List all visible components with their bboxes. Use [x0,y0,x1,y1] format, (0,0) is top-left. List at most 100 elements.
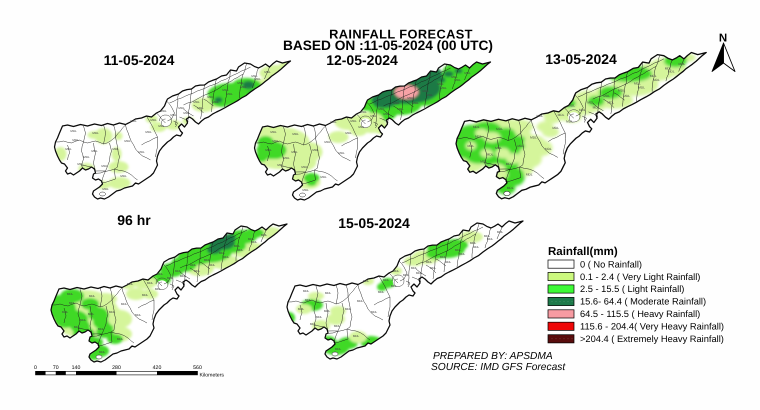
svg-text:MDL: MDL [487,237,494,241]
svg-text:MDL: MDL [223,255,230,259]
svg-text:MDL: MDL [507,186,514,190]
svg-text:MDL: MDL [345,307,352,311]
svg-text:MDL: MDL [320,175,327,179]
svg-text:MDL: MDL [455,248,462,252]
svg-text:MDL: MDL [209,263,216,267]
svg-text:MDL: MDL [451,75,458,79]
svg-text:MDL: MDL [120,174,127,178]
svg-text:MDL: MDL [383,278,390,282]
svg-text:140: 140 [72,365,81,371]
svg-text:MDL: MDL [303,289,310,293]
svg-text:MDL: MDL [345,131,352,135]
svg-text:MDL: MDL [226,92,233,96]
svg-text:MDL: MDL [138,150,145,154]
svg-text:>204.4 ( Extremely Heavy Rainf: >204.4 ( Extremely Heavy Rainfall) [580,334,724,344]
svg-text:MDL: MDL [464,71,471,75]
svg-text:MDL: MDL [473,245,480,249]
svg-text:Kilometers: Kilometers [200,373,225,379]
svg-text:MDL: MDL [325,291,332,295]
svg-text:MDL: MDL [89,294,96,298]
svg-text:MDL: MDL [170,113,177,117]
svg-text:MDL: MDL [487,152,494,156]
svg-text:MDL: MDL [112,147,119,151]
svg-text:MDL: MDL [167,276,174,280]
svg-text:MDL: MDL [254,77,261,81]
svg-text:MDL: MDL [335,347,342,351]
svg-text:MDL: MDL [638,85,645,89]
svg-text:MDL: MDL [397,107,404,111]
svg-text:MDL: MDL [101,164,108,168]
svg-text:MDL: MDL [157,272,164,276]
svg-text:MDL: MDL [480,160,487,164]
svg-text:MDL: MDL [298,307,305,311]
svg-text:MDL: MDL [102,187,109,191]
svg-text:MDL: MDL [445,260,452,264]
svg-text:MDL: MDL [222,88,229,92]
svg-text:MDL: MDL [422,89,429,93]
svg-text:MDL: MDL [69,301,76,305]
svg-text:MDL: MDL [291,150,298,154]
svg-text:MDL: MDL [305,298,312,302]
svg-text:MDL: MDL [65,147,72,151]
svg-text:MDL: MDL [650,74,657,78]
svg-text:MDL: MDL [316,315,323,319]
svg-text:MDL: MDL [251,240,258,244]
svg-text:MDL: MDL [552,126,559,130]
svg-text:MDL: MDL [383,112,390,116]
svg-text:MDL: MDL [264,70,271,74]
svg-text:MDL: MDL [301,165,308,169]
svg-text:MDL: MDL [411,266,418,270]
svg-text:MDL: MDL [77,162,84,166]
svg-text:64.5 - 115.5 ( Heavy Rainfall): 64.5 - 115.5 ( Heavy Rainfall) [580,309,700,319]
svg-text:MDL: MDL [426,260,433,264]
svg-text:MDL: MDL [653,78,660,82]
svg-text:MDL: MDL [475,134,482,138]
svg-text:MDL: MDL [324,309,331,313]
svg-text:13-05-2024: 13-05-2024 [545,51,617,67]
svg-text:70: 70 [53,365,59,371]
svg-text:MDL: MDL [83,155,90,159]
svg-text:MDL: MDL [155,287,162,291]
svg-text:11-05-2024: 11-05-2024 [104,52,175,68]
svg-text:MDL: MDL [219,251,226,255]
svg-text:MDL: MDL [74,325,81,329]
svg-text:420: 420 [153,365,162,371]
svg-text:0 ( No Rainfall): 0 ( No Rainfall) [580,259,642,269]
svg-text:560: 560 [193,365,202,371]
svg-text:MDL: MDL [88,312,95,316]
svg-text:MDL: MDL [150,118,157,122]
svg-text:MDL: MDL [593,106,600,110]
svg-text:MDL: MDL [678,62,685,66]
svg-text:MDL: MDL [371,310,378,314]
svg-text:MDL: MDL [607,100,614,104]
svg-text:MDL: MDL [109,310,116,314]
svg-text:MDL: MDL [175,269,182,273]
svg-text:MDL: MDL [536,114,543,118]
svg-text:MDL: MDL [391,284,398,288]
svg-text:MDL: MDL [459,252,466,256]
svg-text:MDL: MDL [98,327,105,331]
svg-text:MDL: MDL [145,130,152,134]
svg-text:MDL: MDL [207,95,214,99]
svg-text:MDL: MDL [72,138,79,142]
svg-text:MDL: MDL [497,230,504,234]
svg-text:MDL: MDL [62,310,69,314]
svg-text:BASED ON :11-05-2024 (00 UTC): BASED ON :11-05-2024 (00 UTC) [283,38,493,53]
svg-text:MDL: MDL [350,119,357,123]
svg-text:MDL: MDL [312,148,319,152]
svg-text:MDL: MDL [67,292,74,296]
svg-text:12-05-2024: 12-05-2024 [326,52,398,68]
svg-text:MDL: MDL [158,124,165,128]
svg-text:MDL: MDL [180,274,187,278]
svg-text:MDL: MDL [80,318,87,322]
svg-text:MDL: MDL [440,86,447,90]
svg-text:Rainfall(mm): Rainfall(mm) [548,246,618,258]
svg-text:MDL: MDL [526,172,533,176]
svg-text:MDL: MDL [272,139,279,143]
svg-text:RAINFALL FORECAST: RAINFALL FORECAST [329,27,473,42]
svg-text:MDL: MDL [147,281,154,285]
svg-text:MDL: MDL [353,334,360,338]
svg-text:MDL: MDL [240,85,247,89]
svg-text:MDL: MDL [193,100,200,104]
svg-text:MDL: MDL [484,234,491,238]
